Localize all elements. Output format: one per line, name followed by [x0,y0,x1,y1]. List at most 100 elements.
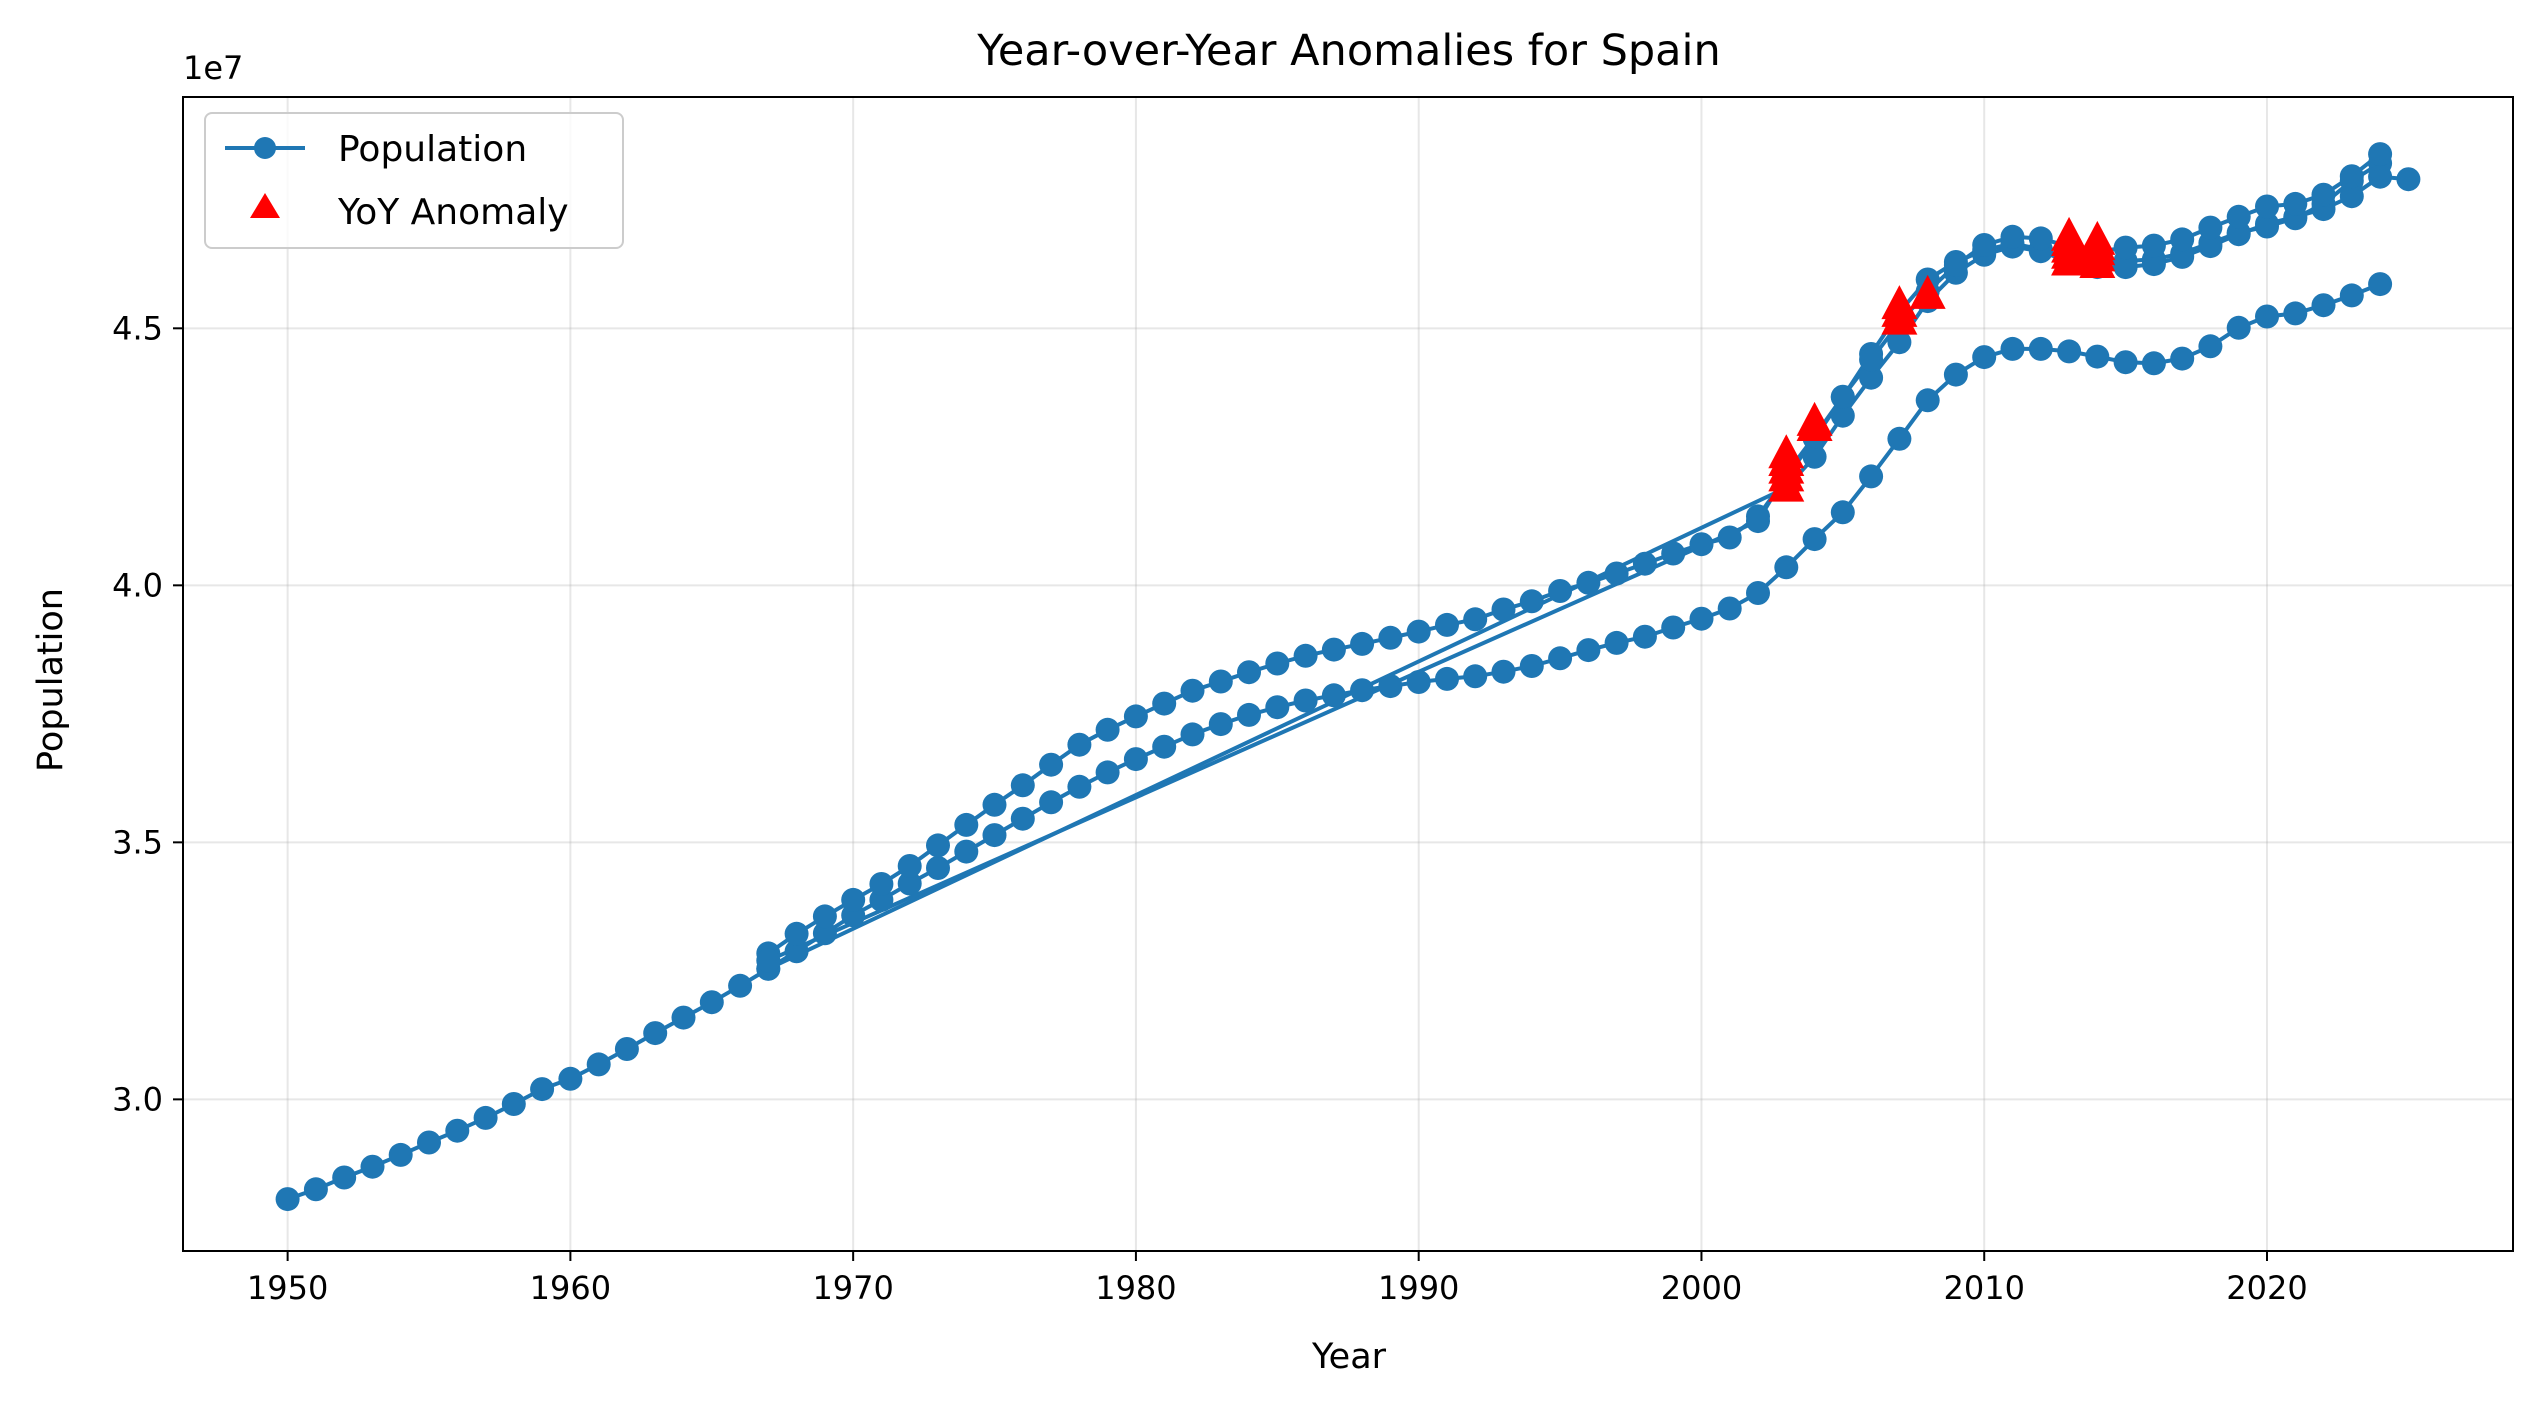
population-point [360,1154,385,1179]
population-point [1576,638,1601,663]
anomaly-point [1881,285,1918,320]
population-point [1463,664,1488,689]
population-point [784,939,809,964]
anomaly-point [1768,434,1805,469]
y-axis-label: Population [31,588,71,772]
population-point [1519,654,1544,678]
population-point [1717,596,1742,621]
legend-anomaly-label: YoY Anomaly [337,192,569,233]
population-point [1802,527,1827,552]
population-point [530,1077,555,1102]
population-point [643,1021,668,1046]
population-point [1830,384,1855,409]
population-point [1887,426,1912,451]
population-point [2368,142,2393,167]
population-point [2057,339,2082,364]
population-point [2028,336,2053,361]
y-offset-label: 1e7 [183,49,243,87]
population-point [1378,625,1403,650]
x-tick-label: 1990 [1378,1269,1459,1307]
population-point [1604,630,1629,655]
population-point [614,1037,639,1061]
population-point [417,1130,441,1155]
population-point [2198,234,2223,259]
population-point [1237,702,1261,727]
population-point [1972,233,1997,257]
population-point [1802,444,1827,469]
population-point [2113,350,2138,375]
population-point [2339,184,2364,209]
population-point [728,973,753,998]
population-point [1321,683,1346,708]
population-point [1661,615,1686,640]
population-point [1887,330,1912,355]
population-point [897,871,922,896]
population-point [1915,388,1940,413]
anomaly-point [2079,220,2116,255]
population-point [445,1118,470,1143]
population-point [2226,222,2251,247]
population-point [954,812,979,837]
population-point [1717,525,1742,550]
population-point [1491,597,1516,622]
y-tick-label: 4.5 [112,309,163,347]
population-point [812,904,837,929]
plot-frame [182,96,2514,1252]
population-point [1378,674,1403,699]
population-point [1859,365,1884,390]
legend: Population YoY Anomaly [204,112,624,249]
population-point [1123,704,1148,729]
population-point [2255,194,2279,219]
population-point [784,921,809,946]
population-point [275,1187,300,1212]
population-point [1010,806,1035,831]
population-point [2198,334,2223,359]
population-point [2339,164,2364,189]
population-point [2000,224,2025,249]
population-point [1548,579,1573,603]
population-point [501,1092,526,1116]
population-point [1406,670,1431,694]
population-point [1039,790,1064,815]
population-point [2311,293,2336,318]
population-point [332,1165,357,1190]
population-point [1039,752,1064,777]
population-point [1095,717,1120,742]
population-point [1067,732,1092,757]
population-point [303,1177,328,1202]
population-point [2113,235,2138,260]
population-point [699,990,724,1015]
population-point [1661,541,1686,566]
population-point [2000,336,2025,361]
population-point [1350,631,1375,656]
population-point [1010,773,1035,798]
population-point [1265,695,1290,720]
population-point [1463,607,1488,632]
population-point [1576,570,1601,595]
population-point [2368,272,2393,297]
x-tick-label: 2020 [2226,1269,2307,1307]
population-point [1746,509,1770,534]
population-point [2170,346,2195,371]
population-point [1067,774,1092,799]
y-tick-label: 3.5 [112,823,163,861]
population-point [1180,722,1205,747]
population-point [926,833,950,858]
population-point [2113,255,2138,280]
population-point [2141,351,2166,376]
population-point [1293,643,1318,668]
population-point [756,948,781,973]
population-point [954,839,979,864]
population-point [1435,666,1459,691]
legend-population-label: Population [338,129,527,170]
legend-population-marker [254,137,276,159]
population-point [1774,555,1799,580]
y-tick-label: 4.0 [112,566,163,604]
population-point [1152,691,1177,716]
population-point [1180,678,1205,703]
population-point [1435,612,1459,637]
legend-box [204,112,624,249]
x-tick-label: 2010 [1944,1269,2025,1307]
population-point [2283,301,2308,326]
